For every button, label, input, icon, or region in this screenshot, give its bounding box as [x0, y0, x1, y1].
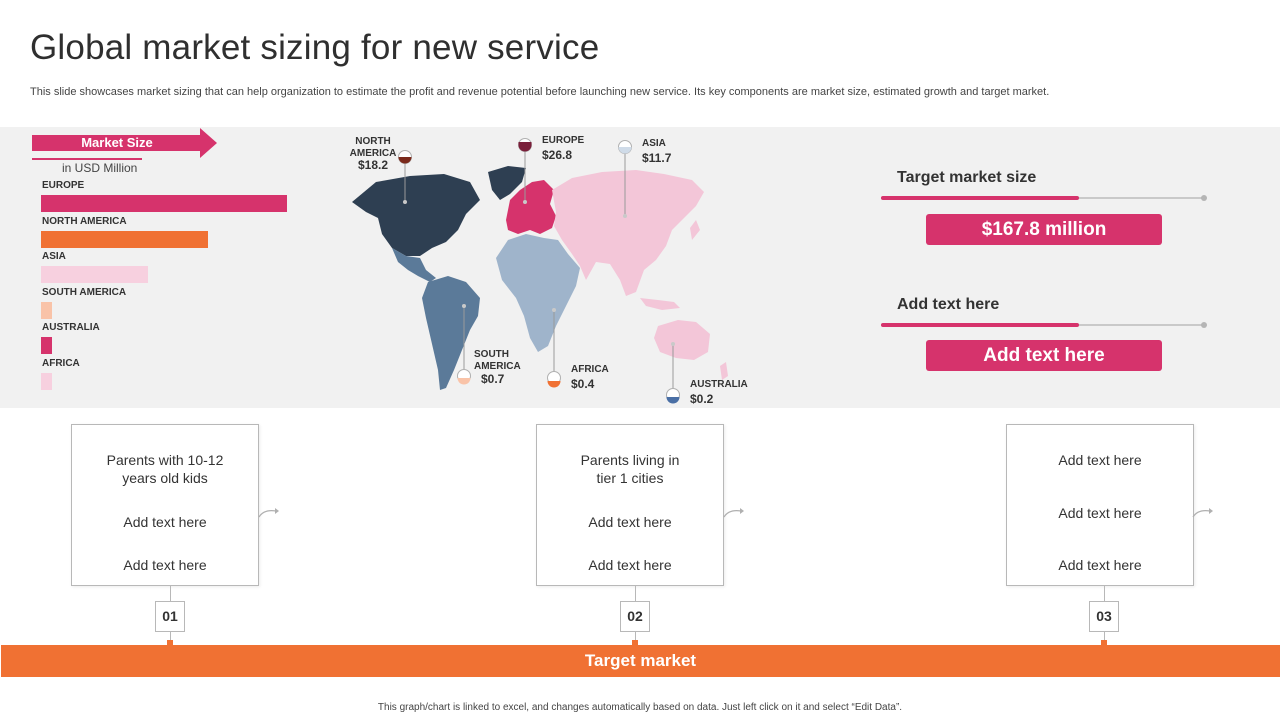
new-zealand-shape	[720, 362, 728, 380]
card-stem	[1104, 586, 1105, 601]
second-metric-value: Add text here	[926, 340, 1162, 371]
card-line: Add text here	[1058, 505, 1142, 521]
target-market-size-fill	[881, 196, 1079, 200]
north-america-shape	[352, 174, 480, 256]
step-number-2: 02	[620, 601, 650, 632]
card-line: Add text here	[123, 514, 207, 530]
world-map	[352, 138, 728, 404]
asia-shape	[552, 170, 704, 296]
callout-europe: EUROPE $26.8	[542, 135, 585, 162]
bar	[41, 337, 52, 354]
page-title: Global market sizing for new service	[30, 28, 600, 67]
pin-australia	[666, 342, 680, 404]
target-card-3: Add text here Add text here Add text her…	[1006, 424, 1194, 586]
step-number-3: 03	[1089, 601, 1119, 632]
page-subtitle: This slide showcases market sizing that …	[30, 86, 1050, 98]
bar-label: NORTH AMERICA	[42, 216, 127, 227]
card-line: Add text here	[1058, 452, 1142, 468]
card-line: tier 1 cities	[596, 470, 664, 486]
pin-africa	[547, 308, 561, 388]
market-size-underline	[32, 158, 142, 160]
curved-arrow-icon	[258, 508, 279, 518]
timeline-dot	[1101, 640, 1107, 646]
curved-arrow-icon	[723, 508, 744, 518]
card-line: Add text here	[1058, 557, 1142, 573]
bar	[41, 231, 208, 248]
callout-asia: ASIA $11.7	[642, 138, 672, 165]
callout-africa: AFRICA $0.4	[571, 364, 609, 391]
second-metric-dot	[1201, 322, 1207, 328]
card-stem	[1104, 632, 1105, 642]
callout-north-america: NORTH AMERICA $18.2	[349, 136, 397, 172]
card-line: Parents living in	[580, 452, 680, 468]
bar-label: EUROPE	[42, 180, 85, 191]
target-card-2: Parents living in tier 1 cities Add text…	[536, 424, 724, 586]
second-metric-label: Add text here	[897, 296, 1000, 313]
timeline-dot	[632, 640, 638, 646]
bar	[41, 266, 148, 283]
central-america-shape	[392, 248, 436, 282]
card-stem	[170, 632, 171, 642]
step-number-1: 01	[155, 601, 185, 632]
callout-south-america: SOUTH AMERICA $0.7	[474, 349, 521, 386]
bar	[41, 373, 52, 390]
timeline-dot	[167, 640, 173, 646]
card-line: Parents with 10-12	[106, 452, 224, 468]
pin-south-america	[457, 304, 471, 385]
europe-shape	[506, 180, 556, 234]
pin-europe	[518, 138, 532, 204]
target-card-1: Parents with 10-12 years old kids Add te…	[71, 424, 259, 586]
card-line: Add text here	[588, 514, 672, 530]
pin-asia	[618, 140, 632, 218]
bar-label: AFRICA	[42, 358, 80, 369]
bar	[41, 302, 52, 319]
card-stem	[170, 586, 171, 601]
australia-shape	[654, 320, 710, 360]
bar-label: AUSTRALIA	[42, 322, 100, 333]
card-line: Add text here	[123, 557, 207, 573]
footer-note: This graph/chart is linked to excel, and…	[377, 702, 903, 713]
indonesia-shape	[640, 298, 680, 310]
target-market-bar: Target market	[1, 645, 1280, 677]
pin-north-america	[398, 150, 412, 204]
bar-label: ASIA	[42, 251, 66, 262]
card-line: Add text here	[588, 557, 672, 573]
second-metric-fill	[881, 323, 1079, 327]
curved-arrow-icon	[1192, 508, 1213, 518]
market-size-unit: in USD Million	[62, 161, 138, 175]
card-stem	[635, 586, 636, 601]
market-size-arrow	[32, 128, 217, 158]
market-size-title: Market Size	[81, 135, 153, 150]
target-market-size-dot	[1201, 195, 1207, 201]
greenland-shape	[488, 166, 526, 200]
target-market-size-value: $167.8 million	[926, 214, 1162, 245]
south-america-shape	[422, 276, 480, 390]
japan-shape	[690, 220, 700, 240]
africa-shape	[496, 234, 580, 352]
target-market-size-label: Target market size	[897, 169, 1037, 186]
card-stem	[635, 632, 636, 642]
bar	[41, 195, 287, 212]
bar-label: SOUTH AMERICA	[42, 287, 127, 298]
card-line: years old kids	[122, 470, 208, 486]
callout-australia: AUSTRALIA $0.2	[690, 379, 748, 406]
